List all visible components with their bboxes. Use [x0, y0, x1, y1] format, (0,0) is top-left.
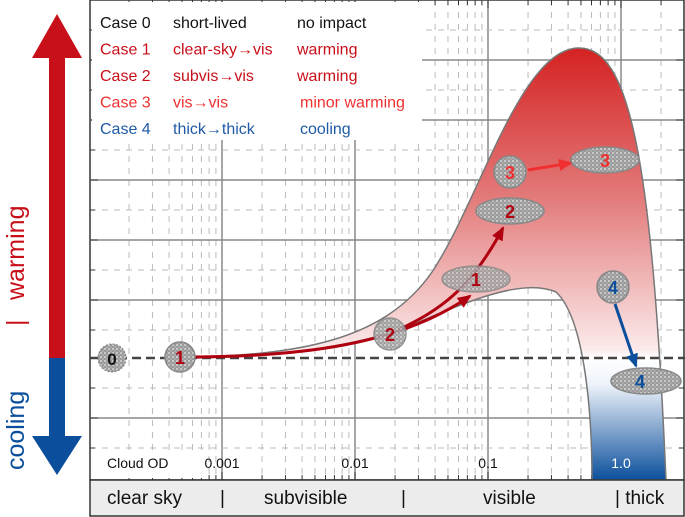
cooling-arrow-head-icon: [32, 436, 82, 475]
x-tick-label: 0.01: [341, 455, 368, 471]
legend-transition: thick→thick: [173, 121, 256, 138]
node-case3-end: 3: [570, 146, 640, 174]
case4-arrow: [613, 303, 638, 368]
cooling-label: cooling: [2, 391, 30, 470]
legend-case: Case 1: [100, 42, 151, 59]
legend-impact: no impact: [297, 15, 367, 32]
legend-impact: cooling: [300, 121, 351, 138]
legend-case: Case 2: [100, 68, 151, 85]
node-case1-start: 1: [164, 341, 196, 373]
warming-arrow-shaft: [49, 55, 65, 358]
x-tick-label: 0.1: [478, 455, 498, 471]
legend: Case 0 short-lived no impact Case 1 clear-sk…: [100, 15, 405, 138]
svg-text:1: 1: [471, 270, 481, 290]
x-tick-label: 1.0: [611, 455, 631, 471]
svg-text:0: 0: [107, 350, 116, 369]
node-case2-start: 2: [373, 317, 407, 351]
svg-text:1: 1: [175, 348, 185, 368]
regime-visible: visible: [483, 488, 536, 509]
x-axis-title: Cloud OD: [107, 455, 168, 471]
node-case3-start: 3: [493, 155, 527, 189]
warming-label: warming: [2, 206, 30, 301]
x-tick-label: 0.001: [204, 455, 239, 471]
legend-transition: clear-sky→vis: [173, 42, 273, 59]
regime-clear-sky: clear sky: [107, 488, 182, 509]
warming-cooling-axis: warming | cooling: [2, 14, 82, 475]
legend-transition: vis→vis: [173, 95, 228, 112]
node-case2-end: 2: [475, 197, 545, 225]
legend-impact: minor warming: [300, 95, 405, 112]
regime-divider: |: [401, 488, 406, 509]
legend-transition: subvis→vis: [173, 68, 254, 85]
x-title-bg: [92, 450, 204, 478]
svg-text:4: 4: [635, 372, 645, 392]
case1-arrow: [184, 294, 472, 359]
legend-case: Case 4: [100, 121, 151, 138]
node-case4-start: 4: [596, 270, 630, 304]
regime-thick: | thick: [615, 488, 665, 509]
svg-text:2: 2: [505, 202, 515, 222]
legend-transition: short-lived: [173, 15, 247, 32]
regime-divider: |: [220, 488, 225, 509]
svg-text:3: 3: [505, 163, 515, 183]
case3-arrow: [527, 159, 573, 172]
legend-case: Case 3: [100, 95, 151, 112]
svg-text:4: 4: [608, 278, 618, 298]
svg-text:3: 3: [600, 151, 610, 171]
legend-impact: warming: [296, 68, 357, 85]
legend-case: Case 0: [100, 15, 151, 32]
case2-arrow: [397, 226, 505, 332]
regime-subvisible: subvisible: [264, 488, 347, 509]
node-case0: 0: [97, 343, 127, 373]
legend-box: [92, 2, 422, 140]
regime-bar: [89, 479, 685, 517]
warming-arrow-head-icon: [32, 14, 82, 58]
axis-separator: |: [2, 320, 30, 327]
cooling-arrow-shaft: [49, 358, 65, 438]
node-case1-end: 1: [441, 265, 511, 293]
svg-text:2: 2: [385, 325, 395, 345]
node-case4-end: 4: [610, 367, 682, 395]
legend-impact: warming: [296, 42, 357, 59]
